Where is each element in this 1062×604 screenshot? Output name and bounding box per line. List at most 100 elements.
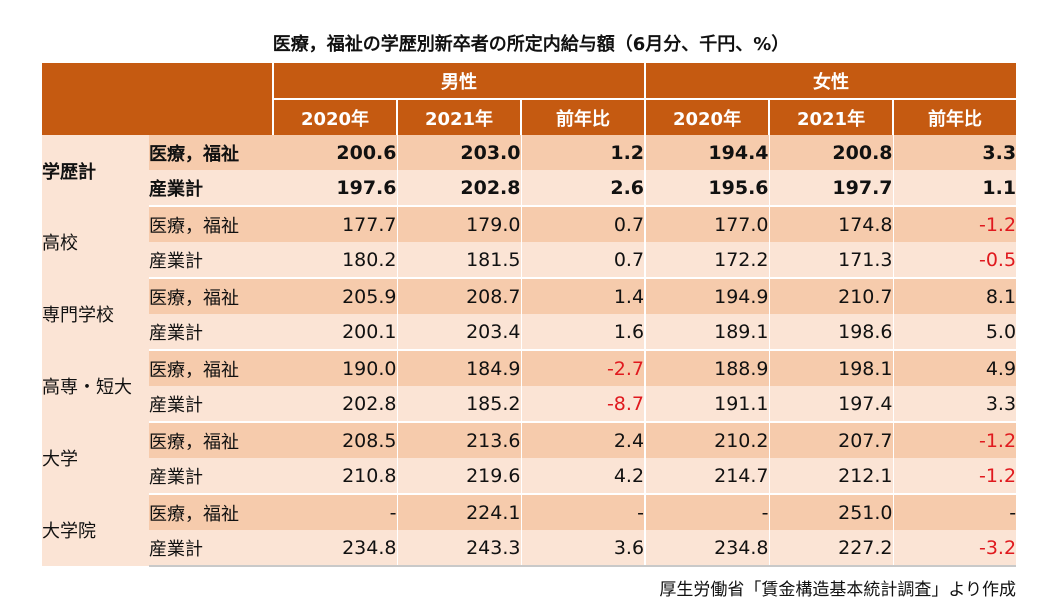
table-cell: 210.2 [644, 422, 770, 458]
table-row: 高専・短大 医療，福祉 190.0 184.9 -2.7 188.9 198.1 4.9 [42, 350, 1017, 422]
table-cell: 177.0 [644, 206, 770, 242]
table-row: 大学院 医療，福祉 -224.1- -251.0- [42, 494, 1017, 566]
table-cell: -1.2 [892, 458, 1017, 495]
table-cell: 251.0 [768, 494, 894, 530]
table-cell: 234.8 [273, 530, 397, 567]
table-cell: 3.6 [520, 530, 646, 567]
table-cell: 200.6 [273, 135, 397, 170]
table-cell: 200.1 [273, 314, 397, 351]
table-cell: 202.8 [396, 170, 521, 207]
table-cell: 198.6 [768, 314, 894, 351]
row-item-label: 医療，福祉 [149, 278, 273, 314]
row-category-label: 高専・短大 [42, 350, 149, 422]
table-row: 産業計 210.8 219.6 4.2 214.7 212.1 -1.2 [42, 458, 1017, 495]
header-column-row: 2020年 2021年 前年比 2020年 2021年 前年比 [42, 99, 1017, 135]
table-cell: 213.6 [396, 422, 521, 458]
row-item-label: 医療，福祉 [149, 206, 273, 242]
table-cell: 185.2 [396, 386, 521, 423]
row-item-label: 産業計 [149, 242, 273, 279]
header-group-female: 女性 [644, 63, 1017, 100]
table-cell: 179.0 [396, 206, 521, 242]
table-cell: 1.2 [520, 135, 646, 170]
table-row: 産業計 200.1 203.4 1.6 189.1 198.6 5.0 [42, 314, 1017, 351]
table-cell: -1.2 [892, 206, 1017, 242]
table-cell: 3.3 [892, 135, 1017, 170]
header-group-male: 男性 [271, 63, 646, 100]
table-cell: 219.6 [396, 458, 521, 495]
table-cell: -2.7 [520, 350, 646, 386]
salary-table: 男性 女性 2020年 2021年 前年比 2020年 2021年 前年比 学歴計 医療，福… [42, 63, 1017, 567]
table-cell: 2.6 [520, 170, 646, 207]
table-cell: -0.5 [892, 242, 1017, 279]
table-cell: 203.4 [396, 314, 521, 351]
source-note: 厚生労働省「賃金構造基本統計調査」より作成 [659, 580, 1016, 600]
row-item-label: 医療，福祉 [149, 422, 273, 458]
table-cell: 174.8 [768, 206, 894, 242]
table-row: 産業計 234.8 243.3 3.6 234.8 227.2 -3.2 [42, 530, 1017, 567]
table-row: 高校 医療，福祉 177.7 179.0 0.7 177.0 174.8 -1.2 [42, 206, 1017, 278]
column-header: 2021年 [768, 99, 894, 135]
table-cell: 207.7 [768, 422, 894, 458]
table-cell: 197.4 [768, 386, 894, 423]
table-cell: 0.7 [520, 206, 646, 242]
column-header: 2020年 [644, 99, 770, 135]
table-cell: 203.0 [396, 135, 521, 170]
table-cell: 194.9 [644, 278, 770, 314]
table-cell: 2.4 [520, 422, 646, 458]
table-cell: 188.9 [644, 350, 770, 386]
row-item-label: 医療，福祉 [149, 135, 273, 170]
row-item-label: 産業計 [149, 458, 273, 495]
row-item-label: 医療，福祉 [149, 494, 273, 530]
table-cell: 243.3 [396, 530, 521, 567]
table-cell: 214.7 [644, 458, 770, 495]
table-cell: 4.2 [520, 458, 646, 495]
row-category-label: 大学院 [42, 494, 149, 566]
column-header: 2021年 [396, 99, 521, 135]
table-cell: 171.3 [768, 242, 894, 279]
header-group-row: 男性 女性 [42, 63, 1017, 135]
table-cell: 180.2 [273, 242, 397, 279]
table-cell: 184.9 [396, 350, 521, 386]
table-cell: 4.9 [892, 350, 1017, 386]
row-category-label: 学歴計 [42, 135, 149, 206]
table-cell: 224.1 [396, 494, 521, 530]
row-item-label: 産業計 [149, 386, 273, 423]
column-header: 2020年 [272, 99, 397, 135]
table-cell: - [520, 494, 646, 530]
column-header: 前年比 [519, 99, 646, 135]
table-row: 産業計 197.6 202.8 2.6 195.6 197.7 1.1 [42, 170, 1017, 207]
table-cell: -1.2 [892, 422, 1017, 458]
table-cell: 177.7 [273, 206, 397, 242]
table-cell: 189.1 [644, 314, 770, 351]
table-row: 産業計 180.2 181.5 0.7 172.2 171.3 -0.5 [42, 242, 1017, 279]
table-title: 医療，福祉の学歴別新卒者の所定内給与額（6月分、千円、%） [272, 34, 790, 55]
table-cell: 202.8 [273, 386, 397, 423]
table-row: 専門学校 医療，福祉 205.9 208.7 1.4 194.9 210.7 8.1 [42, 278, 1017, 350]
table-row: 学歴計 医療，福祉 200.6 203.0 1.2 194.4 200.8 3.3 [42, 135, 1017, 206]
table-row: 産業計 202.8 185.2 -8.7 191.1 197.4 3.3 [42, 386, 1017, 423]
table-cell: 0.7 [520, 242, 646, 279]
row-item-label: 医療，福祉 [149, 350, 273, 386]
table-cell: 197.6 [273, 170, 397, 207]
table-cell: -3.2 [892, 530, 1017, 567]
row-item-label: 産業計 [149, 314, 273, 351]
header-corner [42, 63, 273, 135]
table-cell: -8.7 [520, 386, 646, 423]
row-category-label: 高校 [42, 206, 149, 278]
table-cell: 181.5 [396, 242, 521, 279]
table-row: 大学 医療，福祉 208.5 213.6 2.4 210.2 207.7 -1.2 [42, 422, 1017, 494]
row-item-label: 産業計 [149, 170, 273, 207]
row-category-label: 大学 [42, 422, 149, 494]
table-cell: 5.0 [892, 314, 1017, 351]
table-cell: 197.7 [768, 170, 894, 207]
table-cell: 8.1 [892, 278, 1017, 314]
table-cell: 195.6 [644, 170, 770, 207]
row-item-label: 産業計 [149, 530, 273, 567]
table-cell: - [644, 494, 770, 530]
table-cell: 210.7 [768, 278, 894, 314]
table-cell: 1.4 [520, 278, 646, 314]
table-cell: 3.3 [892, 386, 1017, 423]
table-cell: 200.8 [768, 135, 894, 170]
column-header: 前年比 [892, 99, 1017, 135]
table-cell: 194.4 [644, 135, 770, 170]
